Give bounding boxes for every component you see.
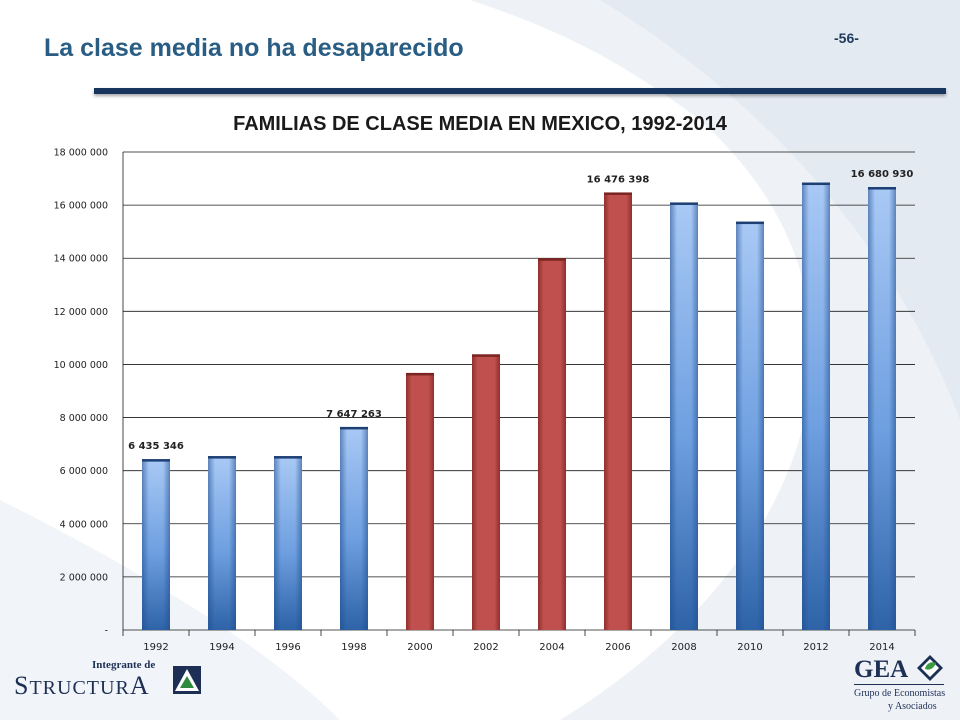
bar-cap [868, 187, 896, 190]
logo-structura-a: A [129, 671, 150, 700]
x-tick-label: 2014 [869, 642, 894, 653]
logo-gea-line2: y Asociados [888, 701, 937, 712]
bar-cap [802, 182, 830, 186]
bar-shade [274, 456, 302, 630]
x-tick-label: 1992 [143, 642, 168, 653]
y-tick-label: 16 000 000 [54, 201, 108, 212]
bar-fill [538, 258, 566, 630]
logo-gea-wordmark: GEA [854, 656, 909, 683]
x-tick-label: 1996 [275, 642, 300, 653]
x-tick-label: 2008 [671, 642, 696, 653]
bar-cap [340, 426, 368, 430]
bar [340, 426, 368, 630]
logo-structura-wordmark: STRUCTURA [14, 671, 150, 701]
x-tick-label: 2000 [407, 642, 432, 653]
bar-cap [406, 372, 434, 376]
bar [736, 221, 764, 630]
bar-shade [802, 182, 830, 631]
bar [472, 354, 500, 630]
data-label: 16 476 398 [587, 174, 650, 185]
bar [604, 192, 632, 631]
x-axis-ticks: 1992 1994 1996 1998 2000 2002 2004 2006 2008 2010… [143, 642, 894, 653]
y-tick-label: - [105, 626, 108, 637]
bar-cap [142, 459, 170, 462]
bar-fill [604, 192, 632, 631]
structura-emblem-icon [173, 666, 201, 694]
bar-shade [142, 459, 170, 630]
data-labels: 6 435 346 7 647 263 16 476 398 16 680 930 [128, 169, 913, 452]
gea-emblem-icon [917, 655, 943, 681]
x-tick-label: 2012 [803, 642, 828, 653]
bar-shade [340, 426, 368, 630]
page-title: La clase media no ha desaparecido [44, 34, 464, 62]
bar-shade [670, 202, 698, 630]
x-tick-label: 2002 [473, 642, 498, 653]
bar-shade [736, 221, 764, 630]
bar [868, 187, 896, 631]
bar-cap [670, 202, 698, 205]
x-tick-label: 1998 [341, 642, 366, 653]
bar-cap [208, 456, 236, 459]
x-tick-label: 2006 [605, 642, 630, 653]
page-number: -56- [834, 30, 859, 46]
bar-cap [604, 192, 632, 195]
gridlines [122, 151, 916, 636]
y-axis-ticks: - 2 000 000 4 000 000 6 000 000 8 000 000 10 … [54, 148, 108, 637]
logo-structura-s: S [14, 671, 30, 700]
bar-fill [472, 354, 500, 630]
bar [208, 456, 236, 630]
bar [670, 202, 698, 630]
bar [274, 456, 302, 630]
y-tick-label: 14 000 000 [54, 254, 108, 265]
bar-cap [472, 354, 500, 357]
bar-shade [208, 456, 236, 630]
bar [802, 182, 830, 631]
x-tick-label: 2010 [737, 642, 762, 653]
bar-shade [868, 187, 896, 631]
bar [538, 258, 566, 630]
bar-cap [736, 221, 764, 225]
logo-divider [854, 684, 944, 685]
y-tick-label: 10 000 000 [54, 360, 108, 371]
chart-title: FAMILIAS DE CLASE MEDIA EN MEXICO, 1992-… [233, 113, 727, 135]
bar-cap [538, 258, 566, 261]
y-tick-label: 2 000 000 [60, 572, 108, 583]
data-label: 6 435 346 [128, 441, 184, 452]
logo-integrante-text: Integrante de [92, 659, 156, 671]
title-divider [94, 88, 946, 94]
gea-logo: GEA Grupo de Economistas y Asociados [848, 652, 958, 716]
logo-structura-mid: TRUCTUR [29, 677, 130, 699]
data-label: 16 680 930 [851, 169, 914, 180]
y-tick-label: 4 000 000 [60, 519, 108, 530]
y-tick-label: 8 000 000 [60, 413, 108, 424]
bar [142, 459, 170, 630]
x-tick-label: 1994 [209, 642, 234, 653]
y-tick-label: 12 000 000 [54, 307, 108, 318]
bars [142, 182, 896, 631]
bar-fill [406, 372, 434, 630]
logo-gea-line1: Grupo de Economistas [854, 688, 946, 699]
y-tick-label: 6 000 000 [60, 466, 108, 477]
bar-cap [274, 456, 302, 459]
y-tick-label: 18 000 000 [54, 148, 108, 159]
data-label: 7 647 263 [326, 409, 382, 420]
bar [406, 372, 434, 630]
structura-logo: Integrante de STRUCTURA [14, 659, 214, 707]
x-tick-label: 2004 [539, 642, 564, 653]
